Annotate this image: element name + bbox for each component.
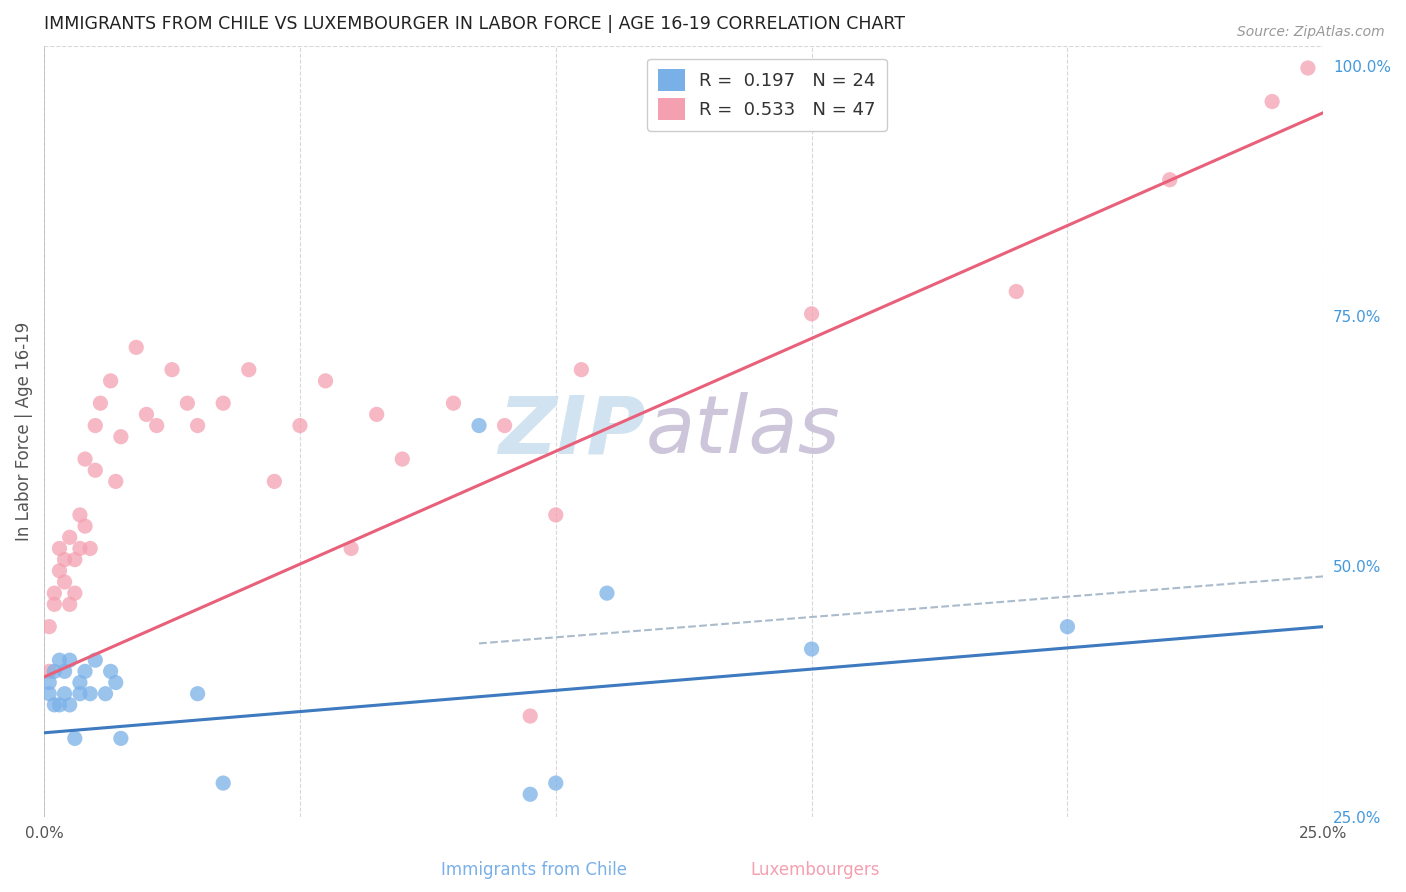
Point xyxy=(53,665,76,679)
Point xyxy=(263,475,285,489)
Point xyxy=(69,508,91,522)
Point xyxy=(69,687,91,701)
Point xyxy=(125,340,148,354)
Point xyxy=(443,396,465,410)
Point xyxy=(48,653,70,667)
Point xyxy=(238,362,260,376)
Point xyxy=(59,698,82,712)
Point xyxy=(391,452,413,467)
Point xyxy=(44,698,66,712)
Point xyxy=(100,665,122,679)
Point xyxy=(63,731,86,746)
Point xyxy=(69,541,91,556)
Point xyxy=(48,698,70,712)
Y-axis label: In Labor Force | Age 16-19: In Labor Force | Age 16-19 xyxy=(15,321,32,541)
Point xyxy=(63,552,86,566)
Point xyxy=(212,396,235,410)
Point xyxy=(519,709,541,723)
Point xyxy=(84,653,107,667)
Point xyxy=(288,418,311,433)
Point xyxy=(38,687,60,701)
Point xyxy=(79,541,101,556)
Point xyxy=(89,396,111,410)
Point xyxy=(79,687,101,701)
Point xyxy=(63,586,86,600)
Point xyxy=(84,418,107,433)
Point xyxy=(187,418,209,433)
Point xyxy=(53,574,76,589)
Point xyxy=(544,508,567,522)
Point xyxy=(48,541,70,556)
Text: IMMIGRANTS FROM CHILE VS LUXEMBOURGER IN LABOR FORCE | AGE 16-19 CORRELATION CHA: IMMIGRANTS FROM CHILE VS LUXEMBOURGER IN… xyxy=(44,15,905,33)
Point xyxy=(104,675,127,690)
Point xyxy=(1005,285,1028,299)
Point xyxy=(596,586,619,600)
Point xyxy=(544,776,567,790)
Point xyxy=(110,731,132,746)
Point xyxy=(94,687,117,701)
Point xyxy=(48,564,70,578)
Point xyxy=(100,374,122,388)
Point xyxy=(800,642,823,657)
Point xyxy=(494,418,516,433)
Text: Source: ZipAtlas.com: Source: ZipAtlas.com xyxy=(1237,25,1385,39)
Point xyxy=(212,776,235,790)
Point xyxy=(73,452,96,467)
Point xyxy=(1261,95,1284,109)
Point xyxy=(1056,620,1078,634)
Text: Luxembourgers: Luxembourgers xyxy=(751,861,880,879)
Point xyxy=(38,620,60,634)
Point xyxy=(44,586,66,600)
Point xyxy=(84,463,107,477)
Point xyxy=(340,541,363,556)
Point xyxy=(59,530,82,544)
Point xyxy=(176,396,198,410)
Point xyxy=(44,597,66,611)
Point xyxy=(44,665,66,679)
Point xyxy=(53,687,76,701)
Point xyxy=(69,675,91,690)
Text: atlas: atlas xyxy=(645,392,839,470)
Legend: R =  0.197   N = 24, R =  0.533   N = 47: R = 0.197 N = 24, R = 0.533 N = 47 xyxy=(647,59,887,130)
Text: Immigrants from Chile: Immigrants from Chile xyxy=(441,861,627,879)
Point xyxy=(135,408,157,422)
Point xyxy=(519,787,541,801)
Point xyxy=(38,665,60,679)
Point xyxy=(38,675,60,690)
Point xyxy=(187,687,209,701)
Point xyxy=(110,430,132,444)
Point xyxy=(145,418,167,433)
Point xyxy=(53,552,76,566)
Point xyxy=(1159,173,1181,187)
Point xyxy=(59,597,82,611)
Point xyxy=(160,362,183,376)
Point xyxy=(315,374,337,388)
Point xyxy=(569,362,592,376)
Point xyxy=(468,418,491,433)
Text: ZIP: ZIP xyxy=(498,392,645,470)
Point xyxy=(800,307,823,321)
Point xyxy=(366,408,388,422)
Point xyxy=(104,475,127,489)
Point xyxy=(1296,61,1319,75)
Point xyxy=(59,653,82,667)
Point xyxy=(73,519,96,533)
Point xyxy=(73,665,96,679)
